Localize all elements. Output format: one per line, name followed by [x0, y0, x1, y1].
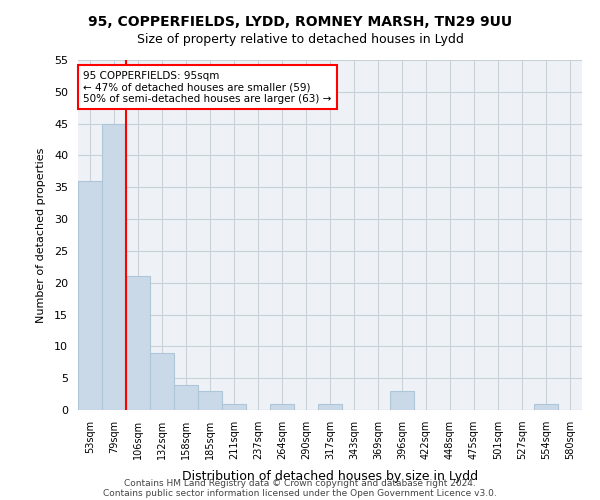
Bar — [78, 181, 102, 410]
Text: 95 COPPERFIELDS: 95sqm
← 47% of detached houses are smaller (59)
50% of semi-det: 95 COPPERFIELDS: 95sqm ← 47% of detached… — [83, 70, 331, 104]
X-axis label: Distribution of detached houses by size in Lydd: Distribution of detached houses by size … — [182, 470, 478, 484]
Text: Size of property relative to detached houses in Lydd: Size of property relative to detached ho… — [137, 32, 463, 46]
Bar — [174, 384, 198, 410]
Bar — [318, 404, 342, 410]
Text: 95, COPPERFIELDS, LYDD, ROMNEY MARSH, TN29 9UU: 95, COPPERFIELDS, LYDD, ROMNEY MARSH, TN… — [88, 15, 512, 29]
Bar — [126, 276, 150, 410]
Text: Contains public sector information licensed under the Open Government Licence v3: Contains public sector information licen… — [103, 488, 497, 498]
Bar — [390, 391, 414, 410]
Bar — [534, 404, 558, 410]
Bar — [270, 404, 294, 410]
Bar — [150, 352, 174, 410]
Bar — [198, 391, 222, 410]
Y-axis label: Number of detached properties: Number of detached properties — [36, 148, 46, 322]
Bar — [222, 404, 246, 410]
Text: Contains HM Land Registry data © Crown copyright and database right 2024.: Contains HM Land Registry data © Crown c… — [124, 478, 476, 488]
Bar — [102, 124, 126, 410]
